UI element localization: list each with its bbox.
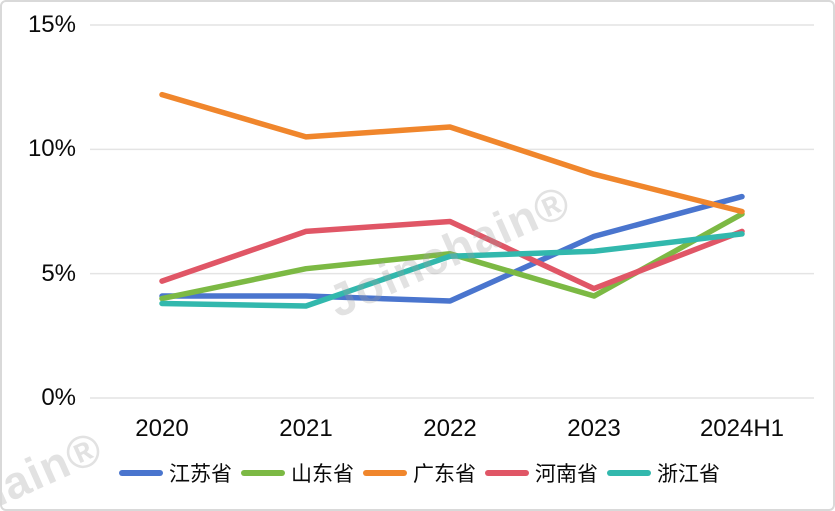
legend-item-guangdong[interactable]: 广东省 [363, 458, 476, 488]
legend-item-jiangsu[interactable]: 江苏省 [119, 458, 232, 488]
x-axis-tick-label: 2021 [279, 415, 333, 442]
y-axis-tick-label: 5% [41, 259, 76, 287]
y-axis-tick-label: 0% [41, 384, 76, 411]
legend-line-swatch [241, 470, 285, 476]
legend-item-zhejiang[interactable]: 浙江省 [607, 458, 720, 488]
legend-line-swatch [119, 470, 163, 476]
legend-line-swatch [485, 470, 529, 476]
legend-item-shandong[interactable]: 山东省 [241, 458, 354, 488]
x-axis-tick-label: 2023 [567, 415, 621, 442]
x-axis-tick-label: 2024H1 [699, 415, 785, 442]
legend-item-label: 广东省 [413, 463, 476, 486]
legend-line-swatch [363, 470, 407, 476]
x-axis-tick-label: 2022 [423, 415, 477, 442]
x-axis-tick-label: 2020 [135, 415, 189, 442]
y-axis-tick-label: 10% [27, 135, 76, 163]
legend-item-label: 浙江省 [657, 463, 720, 486]
legend-item-label: 江苏省 [169, 463, 232, 486]
legend: 江苏省 山东省 广东省 河南省 浙江省 [2, 455, 833, 491]
y-axis-tick-label: 15% [27, 11, 76, 38]
legend-item-label: 山东省 [291, 463, 354, 486]
legend-item-henan[interactable]: 河南省 [485, 458, 598, 488]
legend-line-swatch [607, 470, 651, 476]
legend-item-label: 河南省 [535, 463, 598, 486]
